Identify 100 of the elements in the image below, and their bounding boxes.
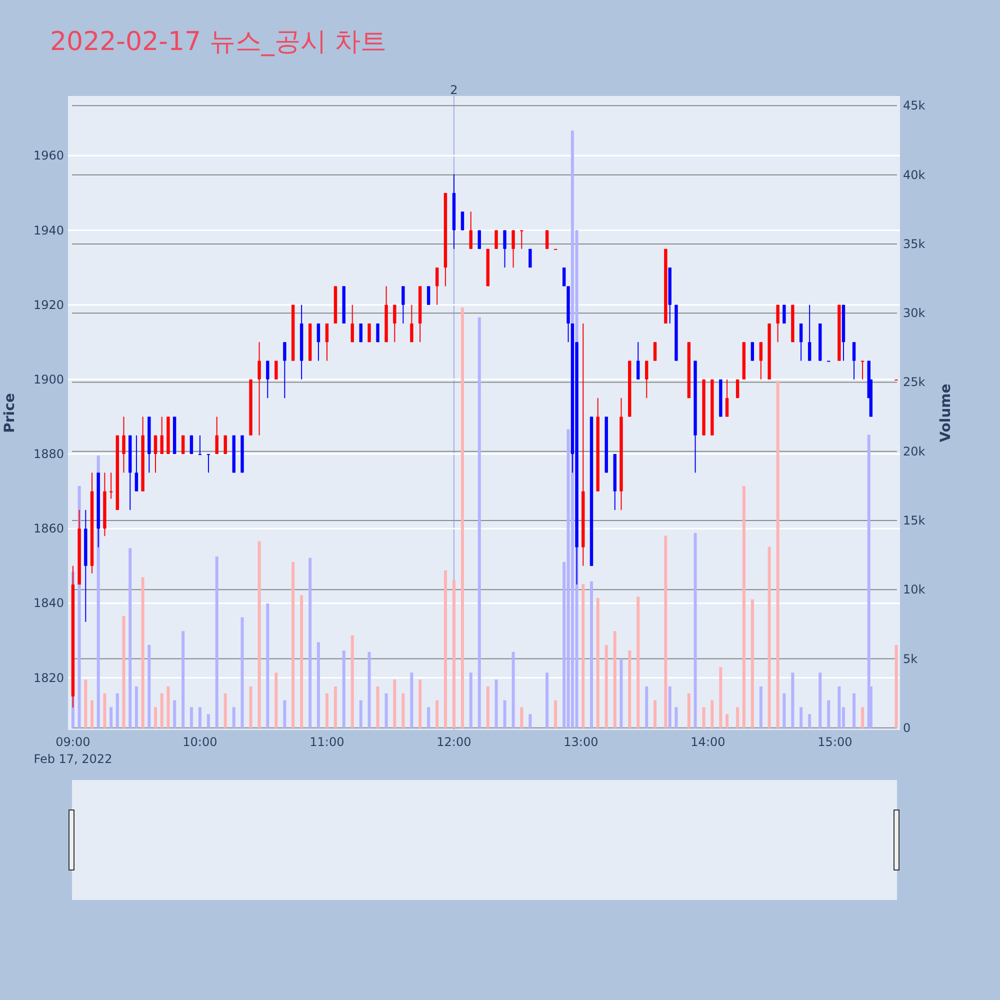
bar [546, 672, 549, 728]
bar [350, 635, 354, 728]
bar [687, 693, 690, 728]
bar [554, 700, 558, 728]
candlestick [109, 472, 113, 500]
bar [283, 700, 286, 728]
candlestick [799, 322, 803, 362]
bar [376, 686, 380, 728]
y-tick-label: 1960 [33, 148, 64, 163]
bar [628, 650, 632, 728]
candlestick [759, 342, 763, 380]
bar [702, 707, 706, 728]
x-tick-label: 15:00 [818, 735, 852, 749]
bar [636, 596, 640, 728]
bar [116, 693, 119, 728]
y-tick-label: 1920 [33, 298, 64, 312]
y2-tick-label: 0 [903, 720, 911, 735]
y-tick-label: 1840 [33, 596, 64, 610]
bar [274, 672, 278, 728]
bar [596, 598, 600, 728]
candlestick [852, 342, 856, 380]
bar [645, 686, 648, 728]
bar [726, 714, 729, 728]
candlestick [266, 360, 270, 399]
bar [316, 642, 320, 728]
bar [486, 686, 490, 728]
candlestick [478, 230, 481, 250]
bar [166, 686, 170, 728]
candlestick [776, 304, 780, 343]
bar [160, 693, 164, 728]
bar [190, 707, 193, 728]
candlestick [134, 434, 138, 492]
x-tick-label: 12:00 [436, 735, 472, 749]
bar [478, 317, 481, 728]
bar [436, 700, 439, 728]
candlestick [426, 286, 430, 306]
bar [224, 693, 227, 728]
bar [206, 714, 210, 728]
candlestick [494, 230, 498, 250]
bar [719, 667, 722, 728]
y-axis-title: Price [2, 393, 18, 433]
bar [503, 700, 506, 728]
bar [308, 558, 312, 728]
bar [664, 536, 668, 728]
annotation: 2 [450, 83, 458, 97]
candlestick [725, 378, 729, 418]
bar [84, 680, 88, 728]
bar [620, 658, 623, 728]
bar [384, 693, 388, 728]
bar [402, 693, 405, 728]
bar [90, 700, 94, 728]
candlestick [460, 211, 464, 231]
candlestick [750, 342, 754, 362]
candlestick [636, 342, 640, 380]
bar [215, 556, 218, 728]
bar [232, 707, 236, 728]
y2-axis-title: Volume [938, 384, 954, 442]
candlestick [154, 434, 158, 474]
chart-title: 2022-02-17 뉴스_공시 차트 [50, 27, 387, 57]
bar [694, 532, 697, 728]
x-tick-label: 11:00 [310, 735, 344, 749]
bar [198, 707, 202, 728]
candlestick [258, 342, 261, 436]
bar [418, 680, 422, 728]
bar [427, 707, 430, 728]
bar [134, 686, 138, 728]
candlestick [160, 416, 164, 455]
x-tick-label: 10:00 [182, 735, 218, 749]
bar [300, 595, 304, 728]
candlestick [402, 286, 405, 324]
bar [266, 603, 270, 728]
candlestick [393, 304, 396, 343]
bar [393, 680, 396, 728]
bar [520, 707, 524, 728]
y-tick-label: 1880 [33, 447, 64, 462]
bar [460, 308, 464, 728]
candlestick [469, 211, 472, 250]
bar [736, 707, 740, 728]
bar [791, 672, 794, 728]
candlestick [198, 434, 202, 456]
bar [668, 686, 672, 728]
bar [894, 644, 898, 728]
y2-tick-label: 25k [903, 375, 926, 390]
bar [867, 434, 870, 728]
candlestick [562, 267, 566, 287]
bar [742, 486, 746, 728]
x-tick-label: 09:00 [56, 735, 90, 749]
bar [368, 652, 371, 728]
bar [292, 562, 295, 728]
bar [469, 672, 472, 728]
bar [776, 380, 780, 728]
bar [827, 700, 830, 728]
bar [110, 707, 113, 728]
bar [759, 686, 762, 728]
bar [141, 577, 144, 728]
y2-tick-label: 40k [903, 168, 926, 182]
candlestick [274, 360, 278, 380]
bar [800, 707, 803, 728]
bar [590, 581, 594, 728]
bar [528, 714, 532, 728]
